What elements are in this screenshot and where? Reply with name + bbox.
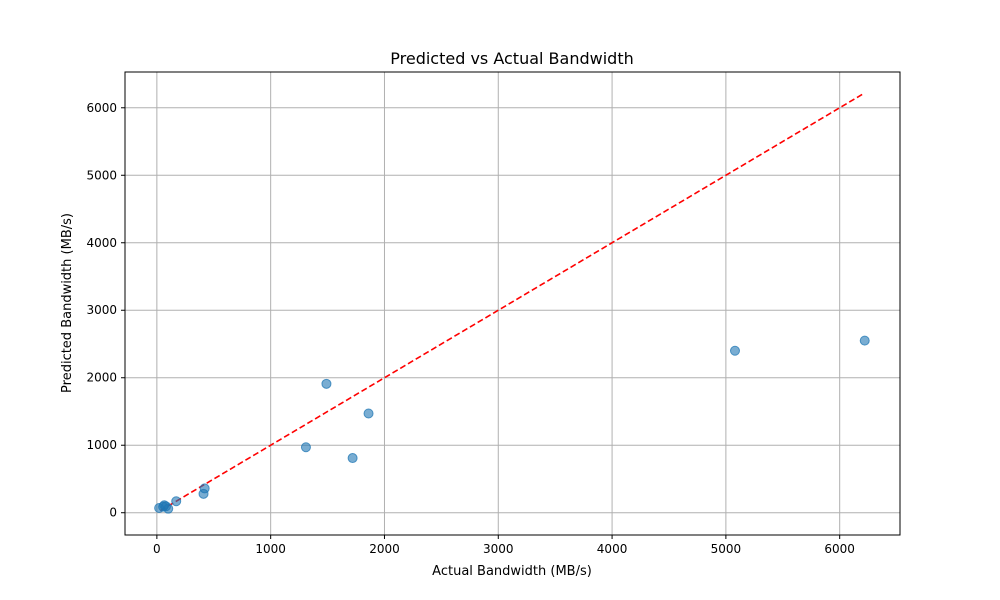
x-tick-label: 2000 bbox=[369, 542, 400, 556]
x-tick-label: 1000 bbox=[255, 542, 286, 556]
axis-ticks: 0 1000 2000 3000 4000 5000 6000 0 1000 2000 3000 40… bbox=[86, 101, 855, 556]
reference-line bbox=[159, 92, 866, 512]
reference-line-layer bbox=[159, 92, 866, 512]
data-point bbox=[321, 378, 332, 389]
y-tick-label: 6000 bbox=[86, 101, 117, 115]
y-tick-label: 1000 bbox=[86, 438, 117, 452]
data-point bbox=[199, 483, 210, 494]
y-tick-label: 3000 bbox=[86, 303, 117, 317]
chart-title: Predicted vs Actual Bandwidth bbox=[390, 49, 633, 68]
plot-area-frame bbox=[124, 71, 901, 536]
data-point bbox=[363, 408, 374, 419]
data-point bbox=[859, 335, 870, 346]
y-axis-label: Predicted Bandwidth (MB/s) bbox=[60, 213, 75, 393]
y-tick-label: 2000 bbox=[86, 371, 117, 385]
data-points bbox=[154, 335, 870, 514]
grid bbox=[125, 72, 900, 535]
y-tick-label: 5000 bbox=[86, 168, 117, 182]
data-point bbox=[347, 453, 358, 464]
x-tick-label: 3000 bbox=[483, 542, 514, 556]
data-point bbox=[163, 503, 174, 514]
data-point bbox=[171, 496, 182, 507]
y-tick-label: 0 bbox=[109, 506, 117, 520]
x-tick-label: 0 bbox=[153, 542, 161, 556]
y-tick-label: 4000 bbox=[86, 236, 117, 250]
x-axis-label: Actual Bandwidth (MB/s) bbox=[432, 564, 592, 579]
x-tick-label: 6000 bbox=[824, 542, 855, 556]
data-point bbox=[729, 345, 740, 356]
x-tick-label: 5000 bbox=[711, 542, 742, 556]
data-point bbox=[300, 442, 311, 453]
x-tick-label: 4000 bbox=[597, 542, 628, 556]
